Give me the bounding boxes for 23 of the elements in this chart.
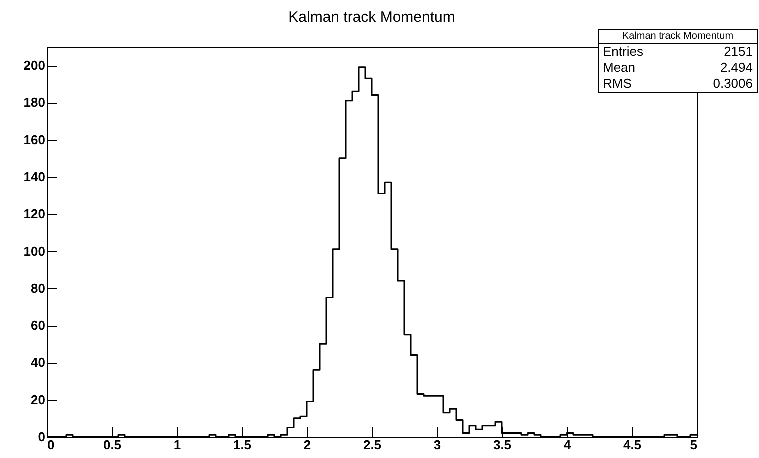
y-tick-label: 40 xyxy=(31,355,46,370)
y-tick-label: 140 xyxy=(24,170,46,184)
y-tick-label: 60 xyxy=(31,318,46,334)
y-tick-label: 20 xyxy=(31,392,46,408)
x-tick-label: 5 xyxy=(690,438,698,452)
chart-title: Kalman track Momentum xyxy=(288,9,456,26)
x-tick-label: 1 xyxy=(174,438,182,452)
x-tick-label: 3 xyxy=(434,438,442,452)
x-tick-label: 1.5 xyxy=(233,438,252,452)
x-tick-label: 3.5 xyxy=(493,438,512,452)
y-tick-label: 100 xyxy=(24,244,46,259)
y-tick-label: 160 xyxy=(24,132,46,148)
x-tick-label: 0.5 xyxy=(103,438,122,452)
x-tick-label: 0 xyxy=(48,438,55,452)
x-tick-label: 2.5 xyxy=(363,438,382,452)
x-tick-label: 2 xyxy=(304,438,312,452)
y-tick-label: 80 xyxy=(31,280,46,296)
y-tick-label: 120 xyxy=(24,206,46,222)
y-tick-label: 180 xyxy=(24,95,46,110)
stats-box: Kalman track Momentum Entries 2151 Mean 2.494 RMS 0.3006 xyxy=(598,29,758,93)
y-tick-label: 200 xyxy=(24,58,46,74)
x-tick-label: 4.5 xyxy=(623,438,642,452)
x-tick-label: 4 xyxy=(564,438,572,452)
